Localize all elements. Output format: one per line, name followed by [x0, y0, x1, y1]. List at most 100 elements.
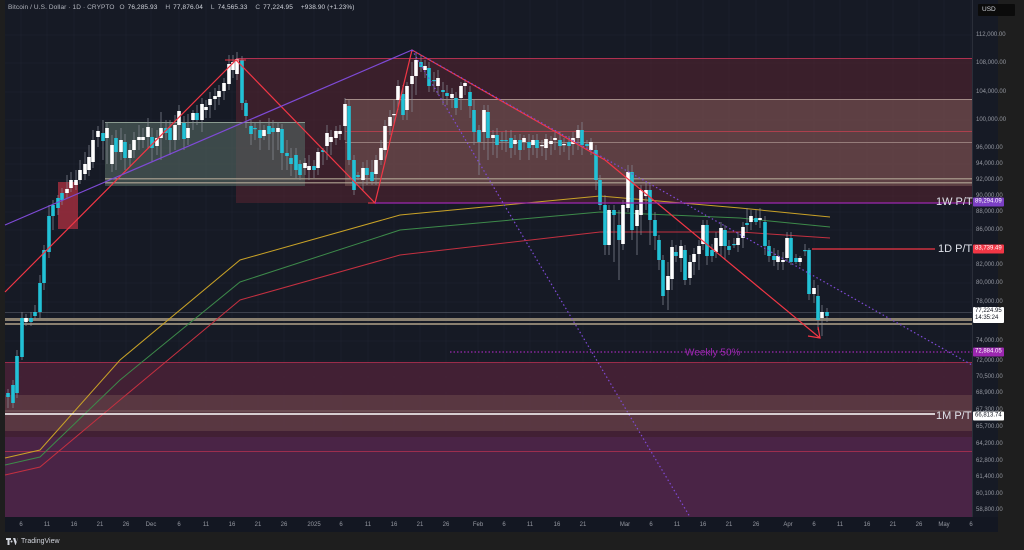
- candle: [47, 216, 51, 252]
- candle: [803, 250, 807, 252]
- time-tick: 2025: [307, 522, 321, 528]
- candle: [820, 312, 824, 318]
- candle: [522, 138, 526, 142]
- level-label: 1W P/T: [936, 196, 973, 208]
- high-value: 77,876.04: [173, 4, 203, 11]
- time-tick: 11: [43, 522, 51, 528]
- candle: [825, 312, 829, 316]
- weekly-50-label: Weekly 50%: [685, 347, 741, 359]
- candle: [24, 318, 28, 322]
- price-tick: 74,000.00: [976, 338, 1003, 344]
- candle: [356, 175, 360, 177]
- time-tick: 6: [812, 522, 816, 528]
- candle: [91, 140, 95, 162]
- candle: [150, 137, 154, 148]
- candle: [758, 218, 762, 220]
- candle: [42, 250, 46, 283]
- time-tick: Feb: [472, 522, 484, 528]
- last-price-value: 77,224.95: [975, 308, 1002, 314]
- candle: [33, 312, 37, 316]
- price-tick: 67,300.00: [976, 407, 1003, 413]
- candle: [674, 252, 678, 256]
- candle: [603, 205, 607, 245]
- candle: [776, 256, 780, 262]
- candle: [518, 140, 522, 150]
- candle: [298, 164, 302, 175]
- time-tick: 21: [96, 522, 104, 528]
- time-tick: 16: [228, 522, 236, 528]
- candle: [644, 190, 648, 196]
- candle: [343, 104, 347, 126]
- candle: [621, 205, 625, 244]
- candle: [401, 94, 405, 115]
- candle: [78, 170, 82, 180]
- time-tick: 26: [280, 522, 288, 528]
- time-tick: 26: [915, 522, 923, 528]
- low-value: 74,565.33: [217, 4, 248, 11]
- candle: [96, 131, 100, 137]
- candle: [612, 210, 616, 215]
- price-tick: 112,000.00: [976, 32, 1006, 38]
- candle: [580, 130, 584, 145]
- candle: [719, 228, 723, 246]
- ema-line: [4, 211, 831, 466]
- time-tick: May: [938, 522, 950, 528]
- price-tick: 80,000.00: [976, 280, 1003, 286]
- candle: [200, 104, 204, 120]
- candle: [208, 99, 212, 105]
- zones: [5, 58, 972, 517]
- candle: [567, 142, 571, 146]
- price-tick: 61,400.00: [976, 474, 1003, 480]
- tradingview-logo[interactable]: TradingView: [6, 538, 60, 545]
- bar-countdown: 14:35:24: [975, 315, 999, 321]
- candle: [87, 157, 91, 170]
- candle: [352, 160, 356, 190]
- candle: [670, 247, 674, 279]
- candle: [325, 133, 329, 146]
- time-tick: 16: [699, 522, 707, 528]
- chart-canvas[interactable]: [0, 0, 1024, 532]
- time-tick: 6: [339, 522, 343, 528]
- candle: [365, 168, 369, 175]
- candle: [119, 140, 123, 152]
- candle: [410, 76, 414, 84]
- candle: [258, 130, 262, 138]
- candle: [789, 238, 793, 262]
- candle: [191, 113, 195, 120]
- candle: [307, 166, 311, 170]
- candle: [626, 172, 630, 208]
- candle: [105, 128, 109, 138]
- price-tick: 65,700.00: [976, 424, 1003, 430]
- candle: [589, 142, 593, 150]
- candle: [477, 130, 481, 142]
- tradingview-icon: [6, 538, 18, 545]
- candle: [280, 129, 284, 153]
- time-tick: 26: [442, 522, 450, 528]
- candle: [141, 137, 145, 140]
- candle: [15, 356, 19, 393]
- price-tick: 94,000.00: [976, 161, 1003, 167]
- candle: [617, 225, 621, 240]
- candle: [509, 138, 513, 148]
- price-tick: 68,900.00: [976, 390, 1003, 396]
- time-tick: 21: [416, 522, 424, 528]
- candle: [562, 144, 566, 146]
- candle: [159, 128, 163, 138]
- candle: [383, 126, 387, 150]
- candle: [231, 62, 235, 70]
- candle: [51, 205, 55, 216]
- candle: [763, 222, 767, 246]
- currency-selector[interactable]: USD: [978, 4, 1015, 16]
- candle: [459, 86, 463, 98]
- tradingview-brand: TradingView: [21, 538, 60, 545]
- price-tick: 70,500.00: [976, 374, 1003, 380]
- time-axis[interactable]: [5, 517, 998, 532]
- candle: [710, 250, 714, 256]
- price-tick: 60,100.00: [976, 491, 1003, 497]
- time-tick: 6: [969, 522, 973, 528]
- candle: [445, 93, 449, 96]
- time-tick: 16: [553, 522, 561, 528]
- candle: [535, 140, 539, 148]
- candle: [441, 90, 445, 92]
- candle: [123, 142, 127, 158]
